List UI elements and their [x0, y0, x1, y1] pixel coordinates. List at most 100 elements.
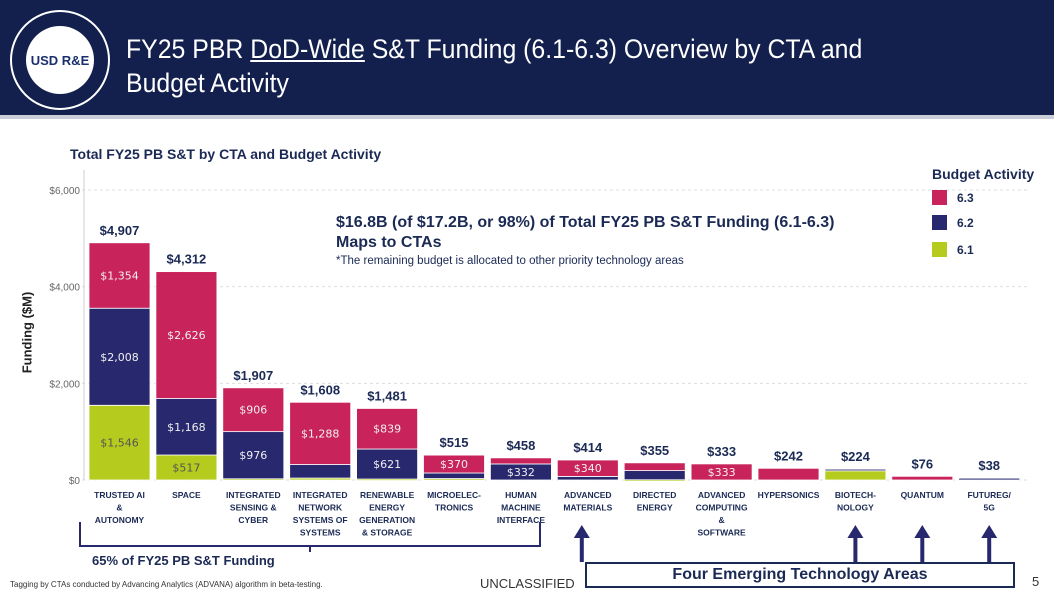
y-tick-label: $4,000 [49, 283, 80, 294]
category-label: 5G [984, 503, 996, 513]
category-label: NETWORK [298, 503, 343, 513]
bar-segment-6-3 [757, 467, 820, 481]
legend-label: 6.2 [957, 215, 974, 230]
segment-label: $2,626 [167, 329, 206, 342]
logo-text: USD R&E [26, 26, 94, 94]
category-label: MATERIALS [563, 503, 612, 513]
segment-label: $2,008 [100, 351, 139, 364]
bar-segment-6-2 [356, 448, 419, 480]
bar-segment-6-3 [690, 463, 753, 481]
arrow-up-icon [914, 525, 931, 538]
segment-label: $621 [373, 458, 401, 471]
category-label: ADVANCED [698, 490, 746, 500]
category-label: SPACE [172, 490, 201, 500]
segment-label: $1,288 [301, 427, 340, 440]
brace-label: 65% of FY25 PB S&T Funding [92, 553, 275, 568]
legend-title: Budget Activity [932, 166, 1035, 182]
y-tick-label: $2,000 [49, 379, 80, 390]
title-part: FY25 PBR [126, 34, 251, 64]
header-bar: USD R&E FY25 PBR DoD-Wide S&T Funding (6… [0, 0, 1054, 115]
category-label: HUMAN [505, 490, 537, 500]
total-label: $458 [506, 438, 535, 453]
category-label: & [116, 503, 122, 513]
segment-label: $340 [574, 462, 602, 475]
category-label: INTEGRATED [226, 490, 281, 500]
segment-label: $370 [440, 458, 468, 471]
legend-item-6-1: 6.1 [932, 242, 974, 257]
category-label: ADVANCED [564, 490, 612, 500]
total-label: $414 [573, 440, 603, 455]
category-label: ENERGY [637, 503, 673, 513]
bar-segment-6-2 [289, 464, 352, 479]
bar-segment-6-2 [423, 472, 485, 479]
bar-segment-6-3 [623, 462, 686, 471]
category-label: NOLOGY [837, 503, 874, 513]
category-label: TRUSTED AI [94, 490, 145, 500]
category-label: TRONICS [435, 503, 474, 513]
segment-label: $333 [708, 466, 736, 479]
usdre-seal-logo: USD R&E [10, 10, 110, 110]
total-label: $224 [841, 449, 871, 464]
annotation-note: *The remaining budget is allocated to ot… [336, 255, 684, 267]
total-label: $76 [911, 456, 933, 471]
total-label: $38 [978, 458, 1000, 473]
bar-segment-6-3 [289, 401, 352, 465]
legend-label: 6.1 [957, 242, 974, 257]
category-label: RENEWABLE [360, 490, 415, 500]
total-label: $4,312 [167, 252, 207, 267]
annotation-headline: $16.8B (of $17.2B, or 98%) of Total FY25… [336, 214, 835, 251]
arrow-up-icon [573, 525, 590, 538]
bar-segment-6-3 [891, 475, 954, 481]
legend-swatch [932, 215, 947, 230]
total-label: $242 [774, 448, 803, 463]
bar-segment-6-2 [556, 476, 619, 481]
segment-label: $976 [239, 449, 267, 462]
category-label: & STORAGE [362, 528, 413, 538]
footnote: Tagging by CTAs conducted by Advancing A… [10, 580, 323, 589]
bar-segment-6-3 [88, 242, 151, 309]
segment-label: $1,546 [100, 437, 139, 450]
chart-title: Total FY25 PB S&T by CTA and Budget Acti… [70, 146, 382, 162]
segment-label: $332 [507, 466, 535, 479]
brace-bracket [79, 522, 541, 552]
bar-segment-6-2 [155, 398, 218, 456]
bar-segment-6-1 [824, 470, 887, 481]
bar-segment-6-3 [155, 271, 218, 399]
category-label: & [719, 515, 725, 525]
bar-segment-6-2 [88, 307, 151, 406]
arrow-up-icon [847, 525, 864, 538]
category-label: MACHINE [501, 503, 541, 513]
segment-label: $517 [172, 462, 200, 475]
title-part-underlined: DoD-Wide [250, 34, 365, 64]
total-label: $1,608 [300, 382, 340, 397]
y-axis-label: Funding ($M) [19, 291, 35, 374]
category-label: BIOTECH- [835, 490, 876, 500]
segment-label: $839 [373, 423, 401, 436]
total-label: $333 [707, 444, 736, 459]
page-number: 5 [1032, 574, 1040, 589]
category-label: SENSING & [230, 503, 277, 513]
total-label: $515 [440, 435, 469, 450]
category-label: QUANTUM [901, 490, 944, 500]
bar-segment-6-3 [356, 408, 419, 450]
bar-segment-6-3 [222, 387, 285, 433]
bar-segment-6-2 [222, 431, 285, 480]
total-label: $1,481 [367, 388, 407, 403]
classification: UNCLASSIFIED [480, 576, 575, 591]
category-label: GENERATION [359, 515, 415, 525]
bar-segment-6-3 [423, 454, 485, 474]
legend-swatch [932, 190, 947, 205]
category-label: HYPERSONICS [758, 490, 820, 500]
legend-item-6-2: 6.2 [932, 215, 974, 230]
category-label: CYBER [238, 515, 268, 525]
total-label: $355 [640, 443, 669, 458]
category-label: ENERGY [369, 503, 405, 513]
category-label: AUTONOMY [95, 515, 145, 525]
bar-segment-6-1 [88, 404, 151, 481]
legend-label: 6.3 [957, 190, 974, 205]
category-label: SYSTEMS OF [293, 515, 348, 525]
segment-label: $1,168 [167, 421, 206, 434]
bar-segment-6-3 [489, 457, 552, 465]
segment-label: $1,354 [100, 270, 139, 283]
